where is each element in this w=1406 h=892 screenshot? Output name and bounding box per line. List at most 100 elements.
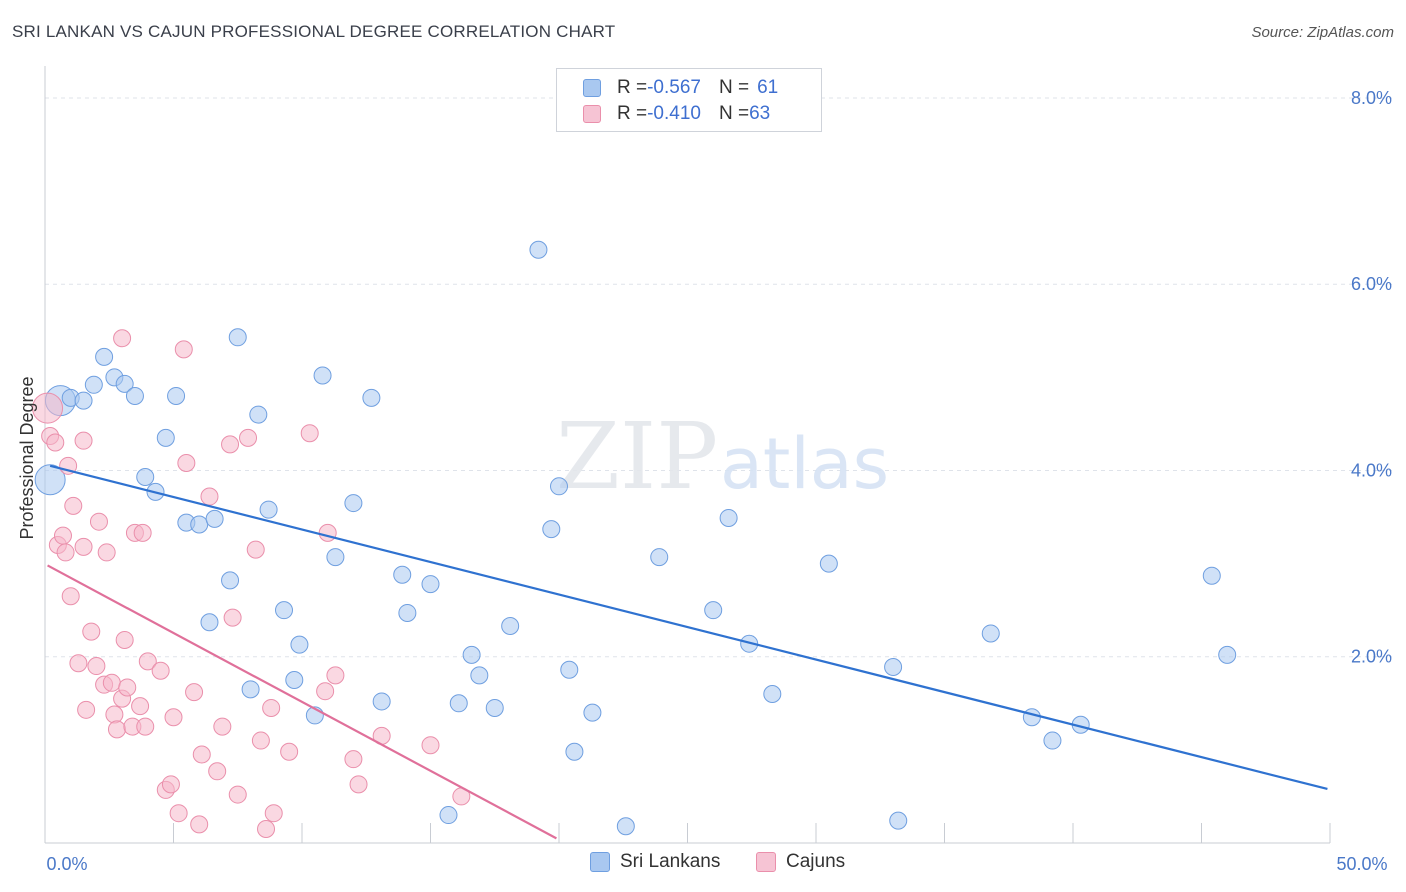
point-cajun [53, 526, 72, 545]
point-sri-lankan [95, 347, 114, 366]
point-sri-lankan [398, 603, 417, 622]
point-sri-lankan [125, 386, 144, 405]
point-sri-lankan [228, 328, 247, 347]
legend-swatch-blue [583, 79, 601, 97]
point-sri-lankan [616, 817, 635, 836]
series-sri-lankans [34, 240, 1237, 836]
axes [44, 66, 1331, 844]
point-sri-lankan [156, 428, 175, 447]
bottom-legend-label: Cajuns [786, 851, 846, 872]
legend-r-value: -0.567 [647, 77, 701, 98]
point-cajun [190, 815, 209, 834]
legend-row-cajuns: R = -0.410 N = 63 [583, 102, 770, 126]
chart-title: SRI LANKAN VS CAJUN PROFESSIONAL DEGREE … [12, 22, 616, 41]
point-sri-lankan [259, 500, 278, 519]
trendline-cajuns [47, 564, 557, 840]
legend-r-label: R = [617, 77, 648, 98]
legend-n-label: N = [718, 103, 750, 124]
series-cajuns [32, 329, 471, 839]
legend-n-value: 61 [757, 77, 779, 98]
point-cajun [74, 431, 93, 450]
point-cajun [300, 424, 319, 443]
point-cajun [280, 742, 299, 761]
x-tick-label: 0.0% [46, 854, 87, 874]
point-cajun [246, 540, 265, 559]
point-cajun [138, 652, 157, 671]
point-sri-lankan [1202, 566, 1221, 585]
point-cajun [318, 523, 337, 542]
point-cajun [46, 433, 65, 452]
tick-labels: 2.0% 4.0% 6.0% 8.0% 0.0% 50.0% [46, 88, 1392, 874]
point-sri-lankan [529, 240, 548, 259]
point-sri-lankan [136, 467, 155, 486]
point-sri-lankan [763, 684, 782, 703]
point-sri-lankan [313, 366, 332, 385]
point-cajun [316, 682, 335, 701]
correlation-legend: R = -0.567 N = 61 R = -0.410 N = 63 [556, 68, 822, 132]
grid-lines [45, 97, 1392, 658]
point-cajun [257, 820, 276, 839]
point-sri-lankan [470, 666, 489, 685]
point-sri-lankan [200, 613, 219, 632]
point-sri-lankan [1022, 708, 1041, 727]
point-cajun [344, 750, 363, 769]
point-cajun [161, 775, 180, 794]
point-cajun [164, 708, 183, 727]
bottom-legend-swatch-blue [590, 852, 610, 872]
point-cajun [151, 661, 170, 680]
point-sri-lankan [221, 571, 240, 590]
point-sri-lankan [344, 494, 363, 513]
point-cajun [107, 720, 126, 739]
point-cajun [97, 543, 116, 562]
bottom-legend-sri-lankans: Sri Lankans [590, 851, 720, 873]
point-sri-lankan [74, 391, 93, 410]
point-cajun [74, 537, 93, 556]
y-axis-label: Professional Degree [17, 376, 37, 539]
point-cajun [192, 745, 211, 764]
y-tick-label: 8.0% [1351, 88, 1392, 108]
point-sri-lankan [362, 388, 381, 407]
point-cajun [105, 705, 124, 724]
point-cajun [64, 496, 83, 515]
point-cajun [421, 736, 440, 755]
point-cajun [56, 543, 75, 562]
point-cajun [239, 428, 258, 447]
point-cajun [169, 804, 188, 823]
point-sri-lankan [372, 692, 391, 711]
trendline-sri-lankans [49, 464, 1328, 791]
point-cajun [262, 698, 281, 717]
point-cajun [113, 329, 132, 348]
point-sri-lankan [249, 405, 268, 424]
point-sri-lankan [884, 657, 903, 676]
legend-r-label: R = [617, 103, 648, 124]
point-cajun [223, 608, 242, 627]
point-cajun [208, 762, 227, 781]
point-sri-lankan [84, 375, 103, 394]
point-sri-lankan [819, 554, 838, 573]
point-sri-lankan [704, 601, 723, 620]
point-sri-lankan [34, 464, 66, 496]
point-sri-lankan [326, 548, 345, 567]
point-cajun [118, 678, 137, 697]
point-cajun [115, 630, 134, 649]
legend-r-value: -0.410 [647, 103, 701, 124]
point-cajun [136, 717, 155, 736]
point-cajun [133, 523, 152, 542]
y-tick-label: 6.0% [1351, 274, 1392, 294]
legend-n-value: 63 [749, 103, 771, 124]
point-sri-lankan [167, 386, 186, 405]
trendlines [47, 464, 1328, 840]
point-cajun [32, 392, 64, 424]
point-sri-lankan [565, 742, 584, 761]
point-sri-lankan [583, 703, 602, 722]
point-sri-lankan [290, 635, 309, 654]
point-cajun [177, 454, 196, 473]
point-cajun [87, 657, 106, 676]
point-sri-lankan [1043, 731, 1062, 750]
point-sri-lankan [981, 624, 1000, 643]
point-sri-lankan [462, 645, 481, 664]
watermark-atlas: atlas [720, 423, 889, 505]
point-cajun [174, 340, 193, 359]
point-cajun [200, 487, 219, 506]
